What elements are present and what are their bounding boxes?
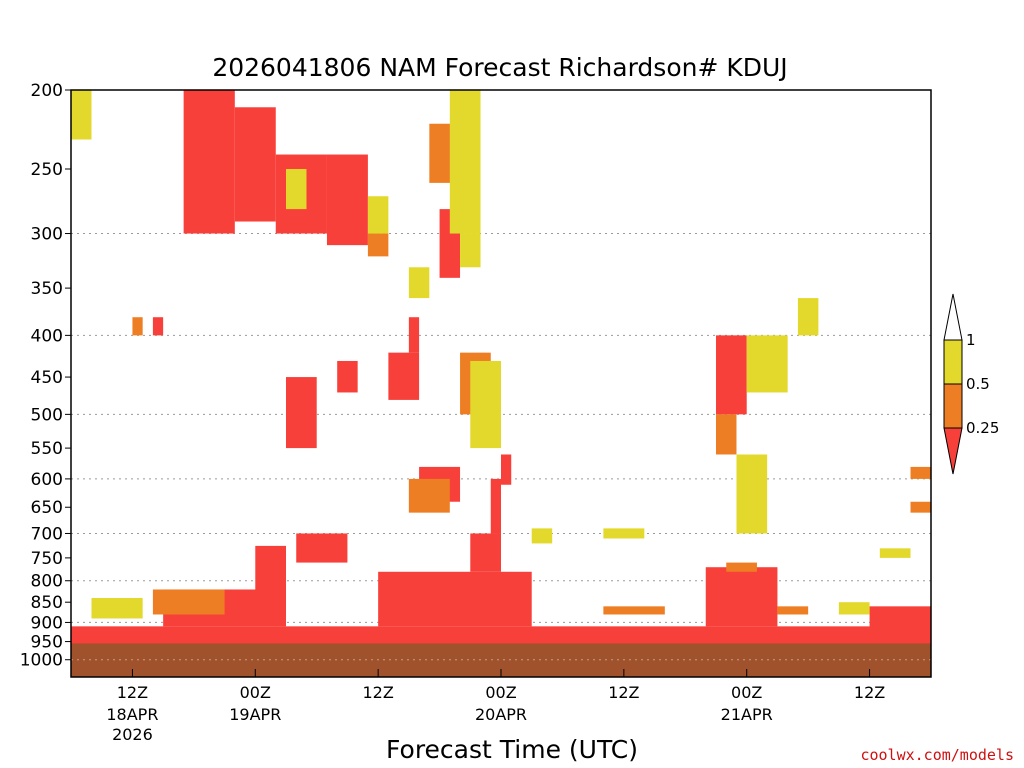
heatmap-region-high bbox=[746, 335, 788, 393]
heatmap-region-mid bbox=[726, 562, 757, 572]
plot-area bbox=[70, 89, 932, 678]
heatmap-region-low bbox=[490, 478, 501, 534]
x-tick-label: 12Z bbox=[362, 683, 393, 702]
heatmap-region-high bbox=[470, 360, 501, 449]
y-tick-label: 600 bbox=[31, 470, 63, 490]
heatmap-cells bbox=[71, 90, 931, 646]
heatmap-region-mid bbox=[910, 501, 931, 513]
y-tick-label: 450 bbox=[31, 368, 63, 388]
heatmap-region-high bbox=[603, 528, 645, 539]
x-tick-label: 00Z bbox=[485, 683, 516, 702]
y-tick-label: 250 bbox=[31, 160, 63, 180]
heatmap-region-mid bbox=[132, 317, 143, 336]
heatmap-region-mid bbox=[910, 466, 931, 479]
heatmap-region-low bbox=[869, 606, 931, 631]
y-tick-label: 300 bbox=[31, 225, 63, 245]
x-tick-day: 18APR bbox=[106, 705, 158, 724]
x-tick-year: 2026 bbox=[112, 725, 153, 744]
heatmap-region-high bbox=[449, 90, 481, 234]
x-tick-label: 12Z bbox=[854, 683, 885, 702]
x-tick-label: 12Z bbox=[608, 683, 639, 702]
credit-text: coolwx.com/models bbox=[860, 746, 1014, 764]
heatmap-region-high bbox=[408, 267, 430, 299]
heatmap-region-high bbox=[736, 454, 768, 534]
heatmap-region-low bbox=[501, 454, 512, 485]
heatmap-region-low bbox=[326, 154, 368, 246]
heatmap-region-low bbox=[388, 352, 420, 400]
heatmap-region-low bbox=[337, 360, 358, 393]
legend-swatch-low bbox=[943, 427, 963, 475]
heatmap-region-low bbox=[408, 317, 420, 353]
x-tick-label: 00Z bbox=[240, 683, 271, 702]
heatmap-region-low bbox=[286, 377, 317, 449]
y-tick-label: 850 bbox=[31, 593, 63, 613]
y-tick-label: 950 bbox=[31, 633, 63, 653]
legend-threshold-label: 0.25 bbox=[966, 419, 999, 437]
legend-swatch-mid bbox=[943, 383, 963, 429]
heatmap-region-mid bbox=[777, 606, 809, 615]
y-tick-label: 500 bbox=[31, 405, 63, 425]
y-tick-label: 650 bbox=[31, 498, 63, 518]
heatmap-region-low bbox=[234, 107, 276, 222]
y-axis-ticks: 200 250 300 350 400 450 500 550 600 650 700 750 8008… bbox=[20, 81, 71, 671]
y-tick-label: 700 bbox=[31, 524, 63, 544]
legend-top-triangle bbox=[943, 293, 963, 341]
heatmap-region-high bbox=[531, 528, 553, 544]
heatmap-region-low bbox=[71, 626, 931, 646]
heatmap-region-high bbox=[838, 602, 870, 615]
y-tick-label: 550 bbox=[31, 439, 63, 459]
x-axis-label: Forecast Time (UTC) bbox=[386, 735, 638, 764]
y-tick-label: 900 bbox=[31, 613, 63, 633]
heatmap-region-high bbox=[71, 90, 92, 140]
heatmap-region-high bbox=[797, 298, 819, 336]
heatmap-region-high bbox=[367, 196, 389, 234]
heatmap-region-low bbox=[378, 571, 532, 627]
heatmap-region-mid bbox=[408, 478, 450, 513]
legend-threshold-label: 0.5 bbox=[966, 375, 990, 393]
heatmap-region-mid bbox=[716, 414, 737, 455]
heatmap-region-high bbox=[286, 168, 307, 210]
x-tick-day: 21APR bbox=[721, 705, 773, 724]
y-tick-label: 400 bbox=[31, 326, 63, 346]
y-tick-label: 350 bbox=[31, 279, 63, 299]
heatmap-region-low bbox=[255, 545, 286, 594]
heatmap-region-mid bbox=[367, 233, 389, 257]
y-tick-label: 750 bbox=[31, 549, 63, 569]
color-legend: 1 0.5 0.25 bbox=[943, 293, 999, 475]
x-tick-label: 00Z bbox=[731, 683, 762, 702]
y-tick-label: 1000 bbox=[20, 651, 63, 671]
heatmap-region-high bbox=[879, 548, 911, 558]
legend-threshold-label: 1 bbox=[966, 331, 976, 349]
y-tick-label: 200 bbox=[31, 81, 63, 101]
legend-swatch-high bbox=[943, 339, 963, 385]
heatmap-region-low bbox=[296, 533, 348, 563]
heatmap-region-high bbox=[91, 598, 143, 619]
chart-title: 2026041806 NAM Forecast Richardson# KDUJ bbox=[212, 53, 787, 82]
x-tick-day: 20APR bbox=[475, 705, 527, 724]
y-tick-label: 800 bbox=[31, 572, 63, 592]
heatmap-region-low bbox=[152, 317, 164, 336]
x-tick-label: 12Z bbox=[117, 683, 148, 702]
heatmap-region-mid bbox=[152, 589, 225, 615]
x-tick-day: 19APR bbox=[229, 705, 281, 724]
heatmap-region-low bbox=[183, 90, 235, 234]
heatmap-region-low bbox=[470, 533, 501, 572]
heatmap-region-mid bbox=[603, 606, 665, 615]
heatmap-region-low bbox=[716, 335, 747, 415]
heatmap-region-low bbox=[705, 567, 778, 627]
heatmap-region-high bbox=[460, 233, 481, 268]
